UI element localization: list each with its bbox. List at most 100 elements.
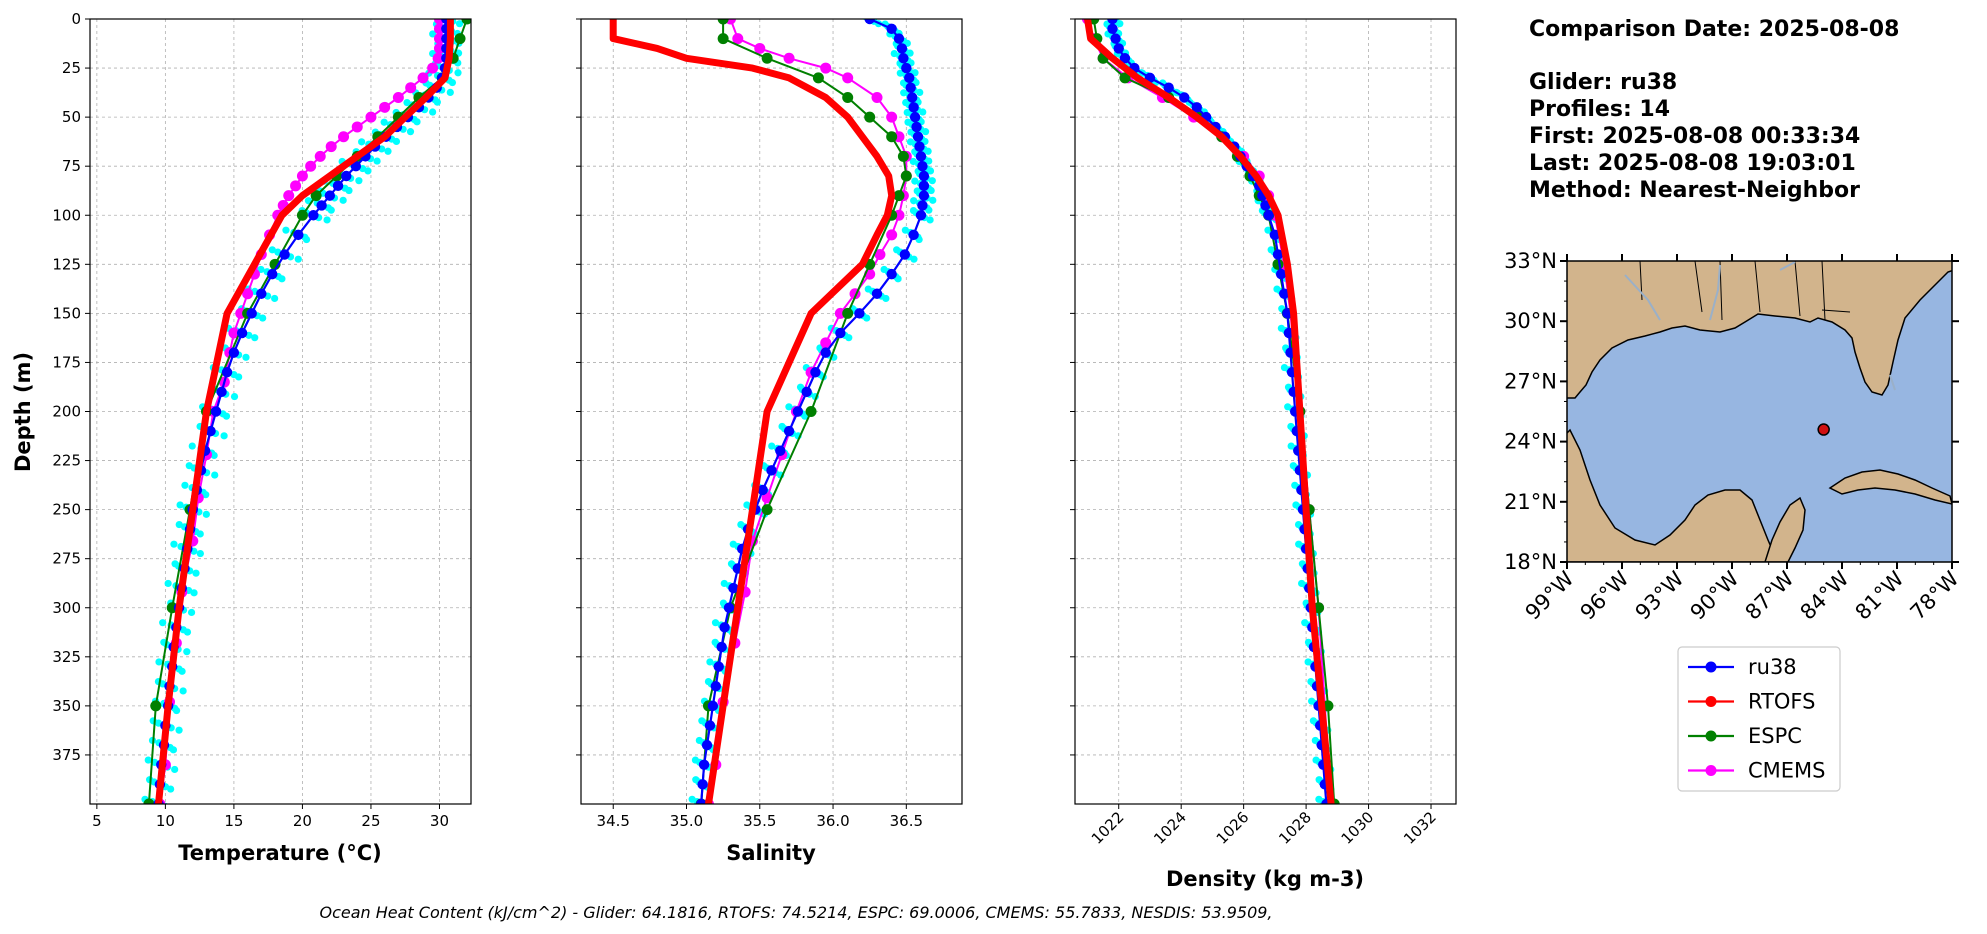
cmems-point [305,160,317,172]
ru38-scatter-point [413,118,421,126]
depth-axis-label: Depth (m) [11,352,35,472]
espc-point [454,33,466,45]
cmems-point [379,101,391,113]
ru38-scatter-point [380,118,388,126]
lat-tick-label: 21°N [1504,490,1557,514]
ru38-point [918,180,930,192]
glider-name: Glider: ru38 [1529,70,1677,95]
ru38-scatter-point [929,196,937,204]
ru38-scatter-point [896,69,904,77]
ru38-point [332,180,344,192]
y-tick-label: 25 [62,59,81,77]
cmems-point [842,72,854,84]
espc-point [842,92,854,103]
ru38-point [810,367,821,378]
ru38-point [896,43,908,54]
y-tick-label: 350 [52,697,81,715]
ru38-point [1269,229,1281,241]
lon-tick-label: 84°W [1796,566,1854,624]
legend-marker [1705,661,1717,673]
legend-marker [1705,696,1717,707]
cmems-point [365,111,377,123]
ru38-point [728,582,739,594]
y-tick-label: 225 [52,452,81,470]
ru38-point [210,406,222,417]
legend-marker [1705,730,1717,742]
espc-point [805,406,817,417]
lon-tick-label: 78°W [1906,566,1964,624]
ru38-point [917,200,928,211]
rtofs-density-series [1084,19,1335,804]
lat-tick-label: 24°N [1504,430,1557,454]
ru38-point [267,268,278,280]
y-tick-label: 375 [52,746,81,764]
ru38-scatter-point [230,392,239,401]
ru38-scatter-point [172,706,181,715]
ru38-scatter-point [900,89,908,97]
y-tick-label: 175 [52,353,81,371]
ru38-scatter-point [327,206,335,214]
ru38-point [697,779,708,790]
glider-location-marker [1817,423,1830,436]
ru38-scatter-point [706,805,713,812]
espc-point [893,190,905,202]
ru38-scatter-point [785,403,793,411]
ru38-point [716,641,727,653]
location-map: 99°W96°W93°W90°W87°W84°W81°W78°W 33°N 30°N… [1504,249,1964,625]
espc-point [761,504,773,516]
ru38-scatter-point [187,608,196,617]
ru38-point [904,72,915,84]
y-tick-label: 275 [52,550,81,568]
ru38-point [1272,249,1284,260]
map-rivers [1624,261,1896,391]
ru38-point [915,151,927,162]
ru38-scatter-point [863,314,871,322]
temperature-frame [89,18,472,805]
ru38-point [908,229,919,241]
method: Method: Nearest-Neighbor [1529,178,1860,203]
y-tick-label: 300 [52,599,81,617]
lon-tick-label: 90°W [1686,566,1744,624]
map-frame [1566,260,1953,563]
y-tick-label: 200 [52,403,81,421]
ru38-scatter-point [406,128,415,136]
espc-point [461,19,471,25]
y-tick-label: 150 [52,304,81,322]
ru38-scatter-point [278,275,286,283]
cmems-point [228,327,240,339]
x-tick-label: 25 [361,812,380,830]
ru38-point [915,210,927,221]
ru38-point [1279,288,1290,299]
lat-tick-label: 27°N [1504,369,1557,393]
cmems-point [886,229,898,241]
legend-item-espc: ESPC [1688,724,1802,748]
cmems-point [783,52,795,64]
ru38-scatter-point [175,726,183,734]
ru38-point [792,406,804,417]
salinity-x-ticks: 34.5 35.0 35.5 36.0 36.5 [597,804,923,830]
ru38-point [911,121,922,133]
espc-point [900,170,912,182]
map-land-cuba [1828,469,1952,505]
temperature-y-ticks: 0 25 50 75 100 125 150 175 200 225 250 275 300 325 350… [52,10,90,764]
ru38-scatter-point [928,177,936,185]
cmems-point [820,62,832,74]
ru38-scatter-point [178,667,186,675]
ru38-scatter-point [345,186,353,195]
ru38-point [228,347,240,358]
temperature-panel: 5 10 15 20 25 3002550751001251501752002252502… [52,10,472,830]
ru38-point [1119,53,1131,64]
ru38-scatter-point [170,540,178,548]
ru38-scatter-point [294,255,302,263]
ru38-scatter-point [181,481,189,489]
ru38-point [698,759,710,770]
cmems-point [874,249,886,260]
ru38-point [293,229,304,241]
ru38-point [308,210,319,221]
salinity-panel: 34.5 35.0 35.5 36.0 36.5 [576,18,963,830]
x-tick-label: 1026 [1213,808,1253,848]
ru38-scatter-point [448,78,457,87]
cmems-point [325,141,337,153]
cmems-point [392,92,404,103]
